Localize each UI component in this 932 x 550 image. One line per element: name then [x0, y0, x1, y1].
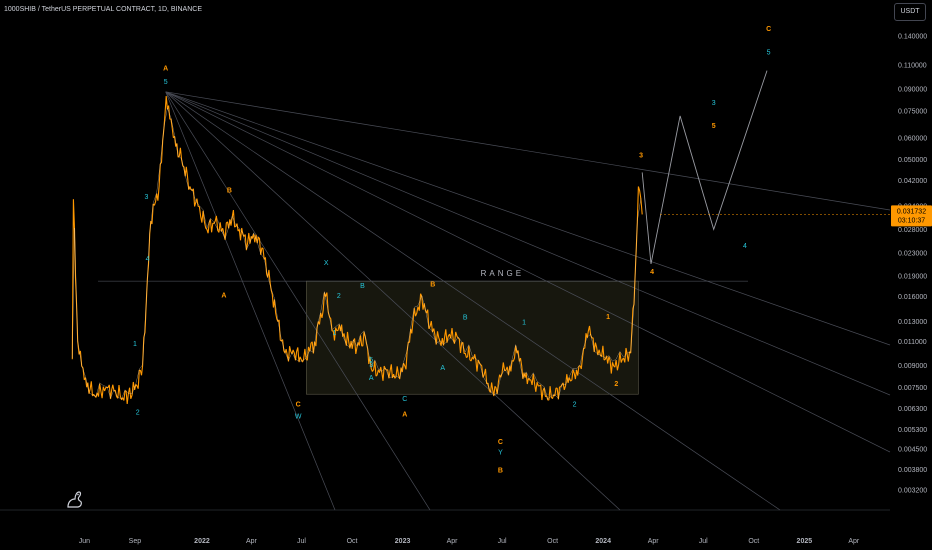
wave-label: A	[221, 292, 226, 299]
fan-line	[165, 91, 891, 396]
x-tick-label: Oct	[748, 538, 759, 545]
y-tick-label: 0.140000	[898, 34, 927, 41]
wave-label: B	[430, 282, 435, 289]
fan-line	[165, 91, 336, 511]
wave-label: 3	[144, 194, 148, 201]
wave-label: 3	[712, 100, 716, 107]
projection-line	[641, 70, 768, 264]
x-tick-label: Jul	[699, 538, 708, 545]
wave-label: 5	[164, 79, 168, 86]
price-wicks	[72, 107, 642, 400]
fan-line	[165, 91, 621, 511]
x-tick-label: Apr	[848, 538, 860, 545]
y-tick-label: 0.042000	[898, 178, 927, 185]
x-tick-label: Jun	[79, 538, 90, 545]
range-label: RANGE	[481, 269, 524, 278]
x-tick-label: Jul	[297, 538, 306, 545]
y-tick-label: 0.011000	[898, 339, 927, 346]
wave-label: 5	[369, 357, 373, 364]
y-tick-label: 0.110000	[898, 63, 927, 70]
wave-label: 1	[522, 319, 526, 326]
x-tick-label: Oct	[347, 538, 358, 545]
y-tick-label: 0.005300	[898, 427, 927, 434]
wave-label: 4	[650, 269, 654, 276]
y-tick-label: 0.019000	[898, 273, 927, 280]
fan-line	[165, 91, 781, 511]
currency-button[interactable]: USDT	[894, 3, 926, 21]
symbol-header: 1000SHIB / TetherUS PERPETUAL CONTRACT, …	[4, 6, 203, 13]
wave-label: A	[369, 375, 374, 382]
wave-label: 3	[639, 152, 643, 159]
wave-label: C	[296, 402, 301, 409]
y-tick-label: 0.060000	[898, 135, 927, 142]
x-tick-label: 2025	[797, 538, 813, 545]
y-tick-label: 0.028000	[898, 227, 927, 234]
wave-label: B	[463, 315, 468, 322]
wave-label: A	[402, 411, 407, 418]
x-tick-label: Sep	[129, 538, 142, 545]
y-tick-label: 0.003800	[898, 467, 927, 474]
wave-label: 1	[133, 341, 137, 348]
wave-label: 2	[573, 402, 577, 409]
fan-line	[165, 91, 891, 453]
price-badge-value: 0.031732	[897, 208, 926, 215]
wave-label: C	[402, 396, 407, 403]
wave-label: X	[324, 260, 329, 267]
wave-label: C	[498, 439, 503, 446]
x-tick-label: Jul	[498, 538, 507, 545]
wave-label: W	[295, 414, 302, 421]
wave-label: 1	[332, 330, 336, 337]
y-tick-label: 0.090000	[898, 87, 927, 94]
x-tick-label: 2024	[595, 538, 611, 545]
wave-label: B	[498, 468, 503, 475]
x-tick-label: Apr	[447, 538, 459, 545]
wave-label: Y	[498, 449, 503, 456]
fan-line	[165, 91, 431, 511]
wave-label: 2	[337, 293, 341, 300]
price-badge-countdown: 03:10:37	[898, 217, 925, 224]
wave-label: 2	[614, 381, 618, 388]
y-tick-label: 0.050000	[898, 157, 927, 164]
y-tick-label: 0.016000	[898, 294, 927, 301]
fan-line	[165, 91, 891, 211]
x-tick-label: Apr	[246, 538, 258, 545]
x-tick-label: 2022	[194, 538, 210, 545]
y-tick-label: 0.004500	[898, 447, 927, 454]
wave-label: 3	[369, 362, 373, 369]
x-tick-label: Oct	[547, 538, 558, 545]
y-tick-label: 0.006300	[898, 406, 927, 413]
wave-label: 4	[146, 256, 150, 263]
y-tick-label: 0.013000	[898, 319, 927, 326]
y-tick-label: 0.023000	[898, 251, 927, 258]
fan-line	[165, 91, 891, 346]
wave-label: 5	[767, 50, 771, 57]
price-line	[71, 95, 643, 404]
x-tick-label: Apr	[648, 538, 660, 545]
wave-label: 1	[606, 314, 610, 321]
wave-label: C	[766, 26, 771, 33]
price-badge-bg	[891, 205, 932, 227]
x-tick-label: 2023	[395, 538, 411, 545]
range-box	[306, 280, 639, 395]
wave-label: B	[227, 188, 232, 195]
y-tick-label: 0.075000	[898, 109, 927, 116]
tradingview-logo-icon	[67, 491, 82, 508]
y-tick-label: 0.007500	[898, 385, 927, 392]
wave-label: 2	[136, 409, 140, 416]
wave-label: A	[163, 66, 168, 73]
wave-label: A	[440, 365, 445, 372]
y-tick-label: 0.009000	[898, 363, 927, 370]
wave-label: 4	[743, 243, 747, 250]
wave-label: 5	[712, 123, 716, 130]
wave-label: B	[360, 283, 365, 290]
y-tick-label: 0.003200	[898, 487, 927, 494]
